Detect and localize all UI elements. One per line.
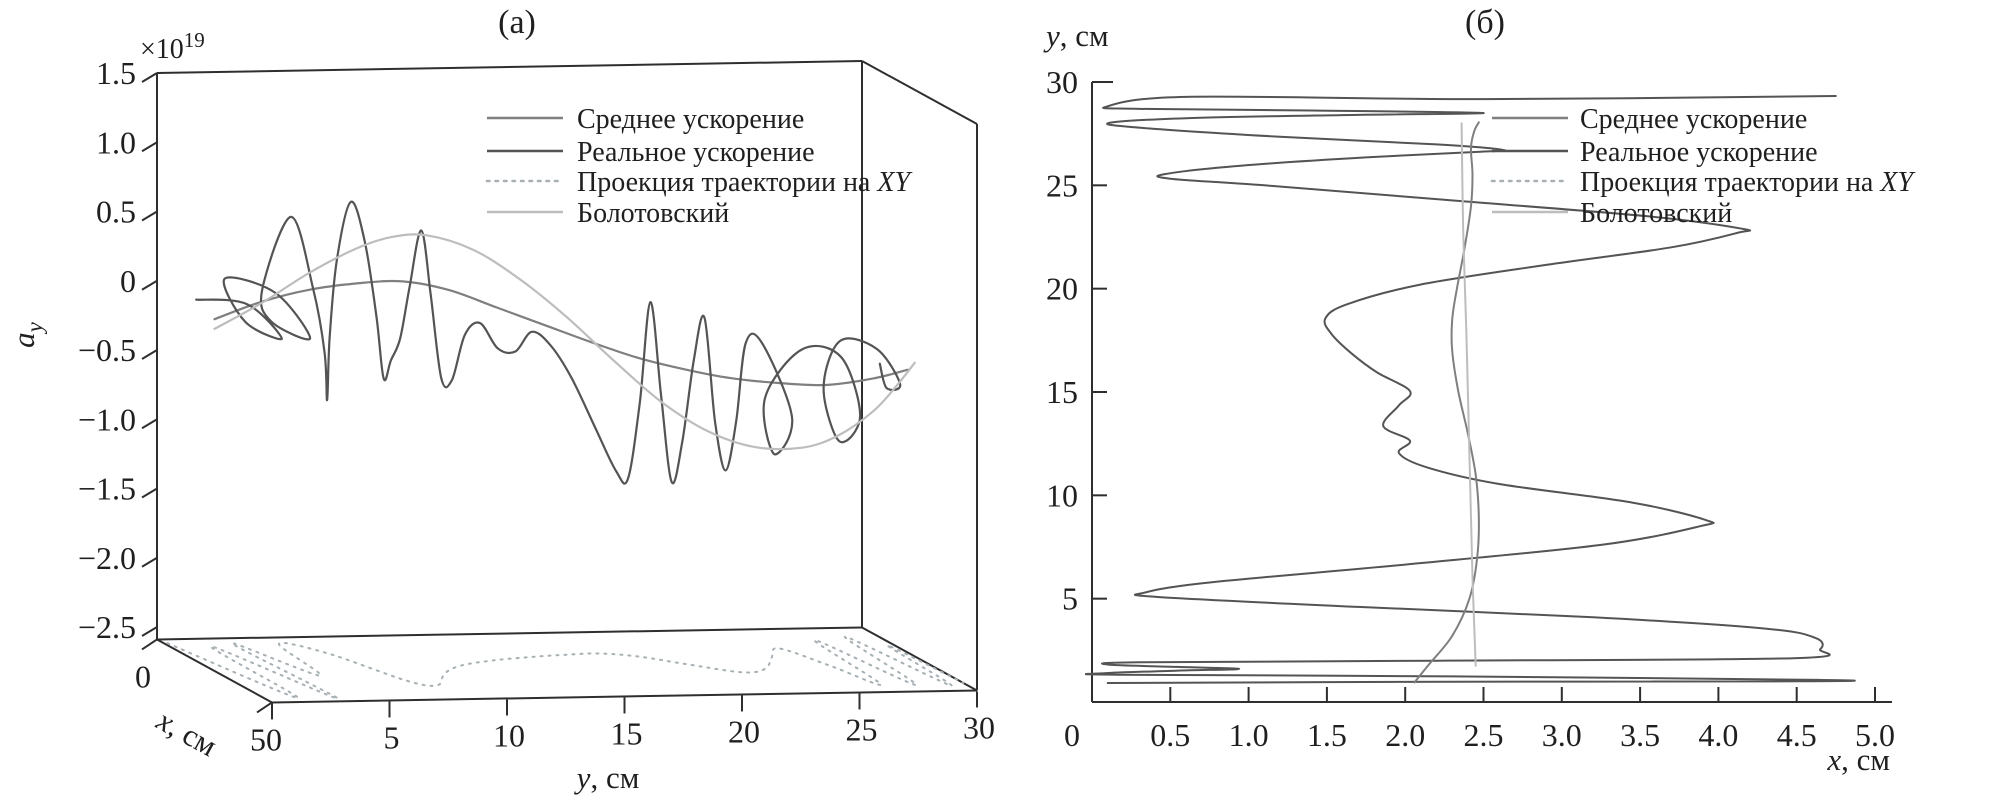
y-tick-label: 15 bbox=[611, 715, 643, 751]
z-tick bbox=[141, 72, 158, 83]
y-tick-label: 20 bbox=[1046, 271, 1078, 307]
y-tick-label: 10 bbox=[493, 717, 525, 753]
z-tick-label: −1.5 bbox=[78, 471, 136, 507]
legend-label: Среднее ускорение bbox=[1580, 104, 1807, 135]
z-tick-label: −0.5 bbox=[78, 332, 136, 368]
series-Болотовский bbox=[213, 233, 916, 451]
y-tick-label: 30 bbox=[1046, 64, 1078, 100]
z-tick-label: 0 bbox=[120, 263, 136, 299]
y-tick-label: 0 bbox=[266, 721, 282, 757]
z-tick bbox=[141, 487, 158, 499]
legend-item: Болотовский bbox=[1492, 198, 1732, 229]
legend-item: Среднее ускорение bbox=[1492, 104, 1807, 135]
box-edge bbox=[861, 60, 978, 125]
z-tick bbox=[141, 141, 158, 153]
x-tick-label: 1.5 bbox=[1307, 717, 1347, 753]
z-tick bbox=[141, 349, 158, 360]
x-tick-label: 1.0 bbox=[1229, 717, 1269, 753]
x-tick-label: 0 bbox=[135, 658, 151, 694]
box-edge bbox=[156, 60, 863, 74]
y-tick-label: 20 bbox=[728, 713, 760, 749]
panel-a: 1.51.00.50−0.5−1.0−1.5−2.0−2.50 5 10 15 20 25… bbox=[6, 4, 995, 795]
legend-item: Проекция траектории на XY bbox=[1490, 167, 1916, 198]
legend-label: Проекция траектории на XY bbox=[577, 167, 913, 198]
series-projection bbox=[166, 635, 965, 700]
y-tick-label: 30 bbox=[963, 709, 995, 745]
z-tick-label: 0.5 bbox=[96, 194, 136, 230]
box-edge bbox=[156, 638, 273, 704]
legend-item: Реальное ускорение bbox=[1492, 137, 1818, 168]
y-tick-label: 5 bbox=[384, 719, 400, 755]
legend-item: Болотовский bbox=[487, 198, 729, 229]
panel-a-legend: Среднее ускорение Реальное ускорение Про… bbox=[485, 104, 913, 229]
legend-label: Реальное ускорение bbox=[577, 137, 815, 168]
z-tick bbox=[141, 279, 158, 291]
panel-b: 5 10 15 20 25 30 0 0.5 1.0 1.5 2.0 2.5 3.0 3.5 4.0 4.5 5… bbox=[1043, 4, 1916, 777]
panel-a-x-axis-label: x, см bbox=[150, 702, 223, 763]
panel-b-legend: Среднее ускорение Реальное ускорение Про… bbox=[1490, 104, 1916, 229]
z-tick bbox=[141, 210, 158, 222]
legend-item: Проекция траектории на XY bbox=[485, 167, 913, 198]
x-tick bbox=[256, 701, 273, 714]
z-tick-label: −2.5 bbox=[78, 609, 136, 645]
x-tick-label: 0 bbox=[1064, 717, 1080, 753]
series-Среднее ускорение bbox=[1413, 121, 1480, 684]
y-tick-label: 25 bbox=[846, 711, 878, 747]
legend-item: Среднее ускорение bbox=[487, 104, 804, 135]
legend-label: Среднее ускорение bbox=[577, 104, 804, 135]
x-tick-label: 4.0 bbox=[1698, 717, 1738, 753]
panel-b-title: (б) bbox=[1465, 4, 1505, 41]
panel-a-y-axis-label: y, см bbox=[574, 760, 640, 795]
series-Реальное ускорение bbox=[195, 200, 902, 485]
panel-a-offset-text: ×1019 bbox=[140, 28, 205, 65]
z-tick-label: −2.0 bbox=[78, 540, 136, 576]
y-tick-label: 10 bbox=[1046, 477, 1078, 513]
x-tick-label: 0.5 bbox=[1150, 717, 1190, 753]
x-tick-label: 3.5 bbox=[1620, 717, 1660, 753]
series-Среднее ускорение bbox=[213, 279, 909, 387]
x-tick-label: 3.0 bbox=[1542, 717, 1582, 753]
z-tick-label: −1.0 bbox=[78, 401, 136, 437]
legend-label: Болотовский bbox=[577, 198, 729, 229]
x-tick bbox=[141, 638, 158, 651]
panel-b-curves bbox=[1085, 95, 1856, 684]
x-tick-label: 2.0 bbox=[1385, 717, 1425, 753]
legend-label: Болотовский bbox=[1580, 198, 1732, 229]
panel-b-x-axis-label: x, см bbox=[1826, 742, 1890, 777]
x-tick-label: 2.5 bbox=[1464, 717, 1504, 753]
panel-a-z-axis-label: ay bbox=[6, 321, 47, 348]
z-tick bbox=[141, 418, 158, 430]
series-Реальное ускорение bbox=[1085, 95, 1856, 684]
x-tick-label: 5.0 bbox=[1855, 717, 1895, 753]
z-tick bbox=[141, 626, 158, 637]
panel-a-ticks: 1.51.00.50−0.5−1.0−1.5−2.0−2.50 5 10 15 20 25… bbox=[78, 55, 995, 757]
legend-item: Реальное ускорение bbox=[487, 137, 815, 168]
legend-label: Проекция траектории на XY bbox=[1580, 167, 1916, 198]
legend-label: Реальное ускорение bbox=[1580, 137, 1818, 168]
panel-b-y-axis-label: y, см bbox=[1043, 18, 1109, 53]
z-tick-label: 1.0 bbox=[96, 124, 136, 160]
box-edge bbox=[156, 626, 863, 641]
x-tick-label: 4.5 bbox=[1777, 717, 1817, 753]
panel-a-3d-box bbox=[156, 60, 978, 704]
panel-a-title: (а) bbox=[498, 4, 536, 41]
series-Болотовский bbox=[1460, 122, 1477, 667]
box-edge bbox=[271, 689, 978, 704]
y-tick-label: 15 bbox=[1046, 374, 1078, 410]
z-tick-label: 1.5 bbox=[96, 55, 136, 91]
y-tick-label: 5 bbox=[1062, 581, 1078, 617]
y-tick-label: 25 bbox=[1046, 167, 1078, 203]
z-tick bbox=[141, 556, 158, 568]
panel-b-ticks: 5 10 15 20 25 30 0 0.5 1.0 1.5 2.0 2.5 3.0 3.5 4.0 4.5 5… bbox=[1046, 64, 1895, 753]
x-tick-label: 5 bbox=[250, 721, 266, 757]
panel-a-curves bbox=[166, 200, 965, 700]
